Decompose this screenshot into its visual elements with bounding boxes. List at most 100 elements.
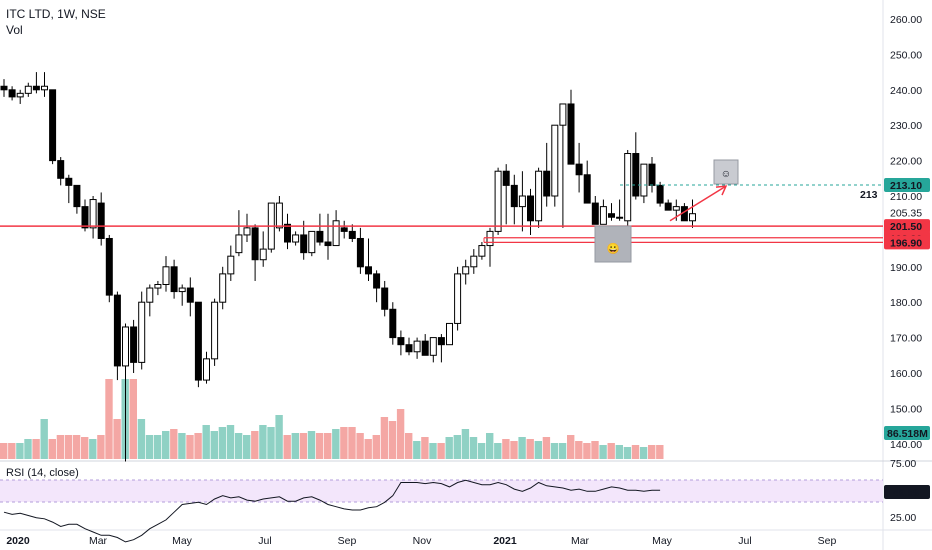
volume-bar <box>558 443 567 459</box>
candle-body <box>49 89 57 162</box>
candle-body <box>543 170 551 197</box>
volume-bar <box>413 441 421 459</box>
volume-bar <box>332 429 340 459</box>
time-tick-label: Mar <box>89 535 108 547</box>
candle-body <box>510 184 518 208</box>
candle-body <box>332 220 340 247</box>
candle-body <box>421 340 429 356</box>
volume-bar <box>259 425 267 459</box>
volume-bar <box>210 431 218 459</box>
candle-body <box>583 174 591 204</box>
volume-bar <box>153 435 162 459</box>
volume-bar <box>24 439 32 459</box>
volume-bar <box>283 435 291 459</box>
candle-body <box>308 230 316 254</box>
volume-bar <box>324 433 332 459</box>
symbol-title[interactable]: ITC LTD, 1W, NSE <box>6 7 106 21</box>
candle-body <box>235 234 243 254</box>
resistance-price-tag-bg <box>884 219 930 234</box>
volume-bar <box>89 439 97 459</box>
candle-body <box>632 153 640 197</box>
candle-body <box>429 337 437 356</box>
time-tick-label: May <box>652 535 673 547</box>
volume-bar <box>421 437 429 459</box>
volume-bar <box>105 379 113 459</box>
candle-body <box>672 206 680 211</box>
time-tick-label: Jul <box>738 535 751 547</box>
emoji-box-small <box>713 159 739 185</box>
projection-arrow <box>669 185 727 222</box>
volume-bar <box>170 429 178 459</box>
candle-body <box>0 85 8 91</box>
volume-bar <box>639 447 648 459</box>
price-tick-label: 160.00 <box>890 368 922 380</box>
candle-body <box>656 184 664 204</box>
rsi-tag-bg <box>884 485 930 499</box>
candle-body <box>170 266 178 293</box>
candle-body <box>405 344 413 353</box>
price-tick-label: 250.00 <box>890 49 922 61</box>
volume-bar <box>648 445 656 459</box>
time-tick-label: 2020 <box>6 535 30 547</box>
candle-body <box>689 213 696 222</box>
volume-bars <box>0 379 664 459</box>
candle-body <box>373 273 381 289</box>
volume-bar <box>0 443 8 459</box>
candle-body <box>356 237 364 268</box>
price-tick-label: 230.00 <box>890 120 922 132</box>
candle-body <box>41 85 48 91</box>
rsi-value-tag: 49.59 <box>893 487 919 499</box>
price-tick-label: 150.00 <box>890 403 922 415</box>
candle-body <box>243 227 251 236</box>
volume-value-tag: 86.518M <box>887 428 928 440</box>
candle-body <box>437 337 445 346</box>
candle-body <box>454 273 462 324</box>
time-tick-label: Nov <box>413 535 432 547</box>
price-tick-label: 140.00 <box>890 439 922 451</box>
candle-body <box>599 206 607 225</box>
volume-bar <box>243 435 251 459</box>
volume-bar <box>356 433 364 459</box>
volume-bar <box>550 443 559 459</box>
candle-body <box>470 255 478 268</box>
candle-body <box>340 227 348 232</box>
volume-bar <box>502 439 510 459</box>
rsi-tick-label: 75.00 <box>890 458 916 470</box>
candle-body <box>502 170 510 186</box>
volume-bar <box>145 435 154 459</box>
target-price-tag: 213.10 <box>890 180 922 192</box>
volume-bar <box>162 431 170 459</box>
candle-body <box>8 89 16 98</box>
candle-body <box>486 230 494 247</box>
volume-bar <box>437 443 445 459</box>
candle-body <box>105 237 113 296</box>
candle-body <box>446 322 453 346</box>
price-tick-label: 220.00 <box>890 156 922 168</box>
candle-body <box>389 308 397 339</box>
rsi-label[interactable]: RSI (14, close) <box>6 467 79 479</box>
candle-body <box>462 266 470 275</box>
volume-bar <box>218 427 227 459</box>
volume-bar <box>194 433 202 459</box>
volume-bar <box>48 439 56 459</box>
chart-header: ITC LTD, 1W, NSE Vol <box>6 6 106 38</box>
candle-body <box>316 230 324 243</box>
candle-body <box>227 255 235 275</box>
candle-body <box>186 287 194 303</box>
candle-body <box>575 163 583 176</box>
support2-price-tag-bg <box>884 235 930 250</box>
price-tick-label: 190.00 <box>890 262 922 274</box>
drawings: 213 😀 ☺ <box>0 159 883 263</box>
rsi-line <box>3 479 661 543</box>
arrow-head <box>715 185 728 196</box>
price-tick-label: 210.00 <box>890 191 922 203</box>
volume-bar <box>477 443 486 459</box>
volume-bar <box>486 433 494 459</box>
volume-bar <box>518 437 526 459</box>
time-tick-label: 2021 <box>493 535 517 547</box>
price-tick-label: 260.00 <box>890 14 922 26</box>
volume-bar <box>599 445 607 459</box>
volume-bar <box>307 431 316 459</box>
